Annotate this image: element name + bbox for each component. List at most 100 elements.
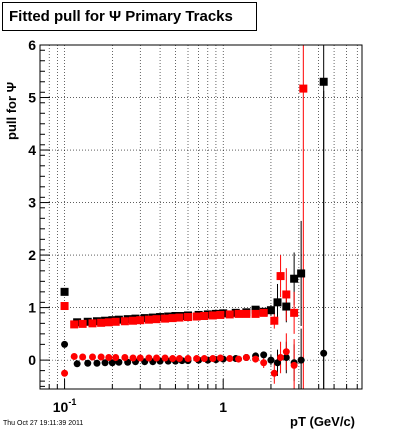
data-point-square xyxy=(104,318,113,327)
data-point-circle xyxy=(252,355,260,363)
data-point-square xyxy=(83,317,92,326)
data-point-square xyxy=(282,290,291,299)
data-point-circle xyxy=(270,369,278,377)
data-point-square xyxy=(192,312,201,321)
data-point-square xyxy=(299,84,308,93)
data-point-square xyxy=(266,306,275,315)
data-point-circle xyxy=(161,354,169,362)
data-point-circle xyxy=(260,351,268,359)
y-tick-label: 5 xyxy=(28,90,36,106)
data-point-square xyxy=(120,317,129,326)
data-point-circle xyxy=(79,353,87,361)
data-point-circle xyxy=(267,356,275,364)
data-point-square xyxy=(270,316,279,325)
data-point-circle xyxy=(282,353,290,361)
error-bars xyxy=(64,45,325,389)
data-point-circle xyxy=(226,355,234,363)
data-point-circle xyxy=(61,340,69,348)
data-point-square xyxy=(128,316,137,325)
data-point-square xyxy=(208,311,217,320)
data-point-circle xyxy=(193,355,201,363)
data-point-circle xyxy=(320,349,328,357)
data-point-square xyxy=(92,317,101,326)
x-tick-label: 1 xyxy=(219,399,227,415)
data-point-square xyxy=(60,302,69,311)
data-point-circle xyxy=(70,352,78,360)
y-tick-label: 0 xyxy=(28,352,36,368)
x-axis-label: pT (GeV/c) xyxy=(290,414,356,429)
data-point-circle xyxy=(97,353,105,361)
data-point-circle xyxy=(209,355,217,363)
data-point-circle xyxy=(235,355,243,363)
data-point-square xyxy=(70,320,79,329)
data-point-square xyxy=(168,314,177,323)
data-point-square xyxy=(144,315,153,324)
data-point-circle xyxy=(169,355,177,363)
chart-title: Fitted pull for Ψ Primary Tracks xyxy=(2,2,257,31)
y-tick-label: 1 xyxy=(28,300,36,316)
data-point-circle xyxy=(121,353,129,361)
data-point-square xyxy=(184,313,193,322)
data-point-circle xyxy=(242,353,250,361)
data-point-square xyxy=(319,77,328,86)
data-point-square xyxy=(276,272,285,281)
data-point-circle xyxy=(89,353,97,361)
data-point-circle xyxy=(136,354,144,362)
axis-ticks: 0 1 2 3 4 5 6 10-1 1 xyxy=(28,37,358,415)
data-point-circle xyxy=(112,353,120,361)
plot-frame xyxy=(39,44,363,390)
data-point-square xyxy=(290,274,299,283)
data-point-square xyxy=(297,269,306,278)
data-point-square xyxy=(136,316,145,325)
y-tick-label: 4 xyxy=(28,142,36,158)
data-point-square xyxy=(225,310,234,319)
data-point-square xyxy=(216,310,225,319)
data-point-square xyxy=(234,309,243,318)
data-point-square xyxy=(88,319,97,328)
timestamp: Thu Oct 27 19:11:39 2011 xyxy=(3,420,84,427)
data-point-circle xyxy=(200,355,208,363)
data-point-circle xyxy=(260,359,268,367)
grid xyxy=(39,44,362,389)
data-point-square xyxy=(152,315,161,324)
data-point-square xyxy=(111,317,120,326)
data-point-circle xyxy=(108,359,116,367)
data-point-square xyxy=(242,309,251,318)
data-point-circle xyxy=(105,353,113,361)
data-point-circle xyxy=(73,360,81,368)
data-point-circle xyxy=(216,354,224,362)
data-point-square xyxy=(60,287,69,296)
data-point-circle xyxy=(290,361,298,369)
data-point-circle xyxy=(277,353,285,361)
data-point-square xyxy=(140,314,149,323)
data-point-circle xyxy=(129,354,137,362)
data-point-square xyxy=(175,313,184,322)
y-axis-label: pull for Ψ xyxy=(4,81,19,140)
data-point-square xyxy=(78,319,87,328)
data-point-circle xyxy=(145,354,153,362)
data-point-circle xyxy=(84,359,92,367)
data-point-circle xyxy=(175,355,183,363)
data-point-square xyxy=(273,298,282,307)
data-point-circle xyxy=(101,359,109,367)
data-markers xyxy=(60,77,328,377)
data-point-circle xyxy=(61,369,69,377)
data-point-square xyxy=(200,311,209,320)
y-tick-label: 2 xyxy=(28,247,36,263)
data-point-square xyxy=(290,308,299,317)
y-tick-label: 6 xyxy=(28,37,36,53)
data-point-circle xyxy=(274,359,282,367)
data-point-circle xyxy=(184,355,192,363)
data-point-circle xyxy=(282,348,290,356)
data-point-circle xyxy=(93,359,101,367)
data-point-square xyxy=(251,305,260,314)
x-tick-label: 10-1 xyxy=(53,397,77,415)
data-point-square xyxy=(251,309,260,318)
data-point-square xyxy=(259,308,268,317)
data-point-square xyxy=(282,302,291,311)
data-point-square xyxy=(97,318,106,327)
data-point-circle xyxy=(297,356,305,364)
data-point-circle xyxy=(153,354,161,362)
y-tick-label: 3 xyxy=(28,195,36,211)
